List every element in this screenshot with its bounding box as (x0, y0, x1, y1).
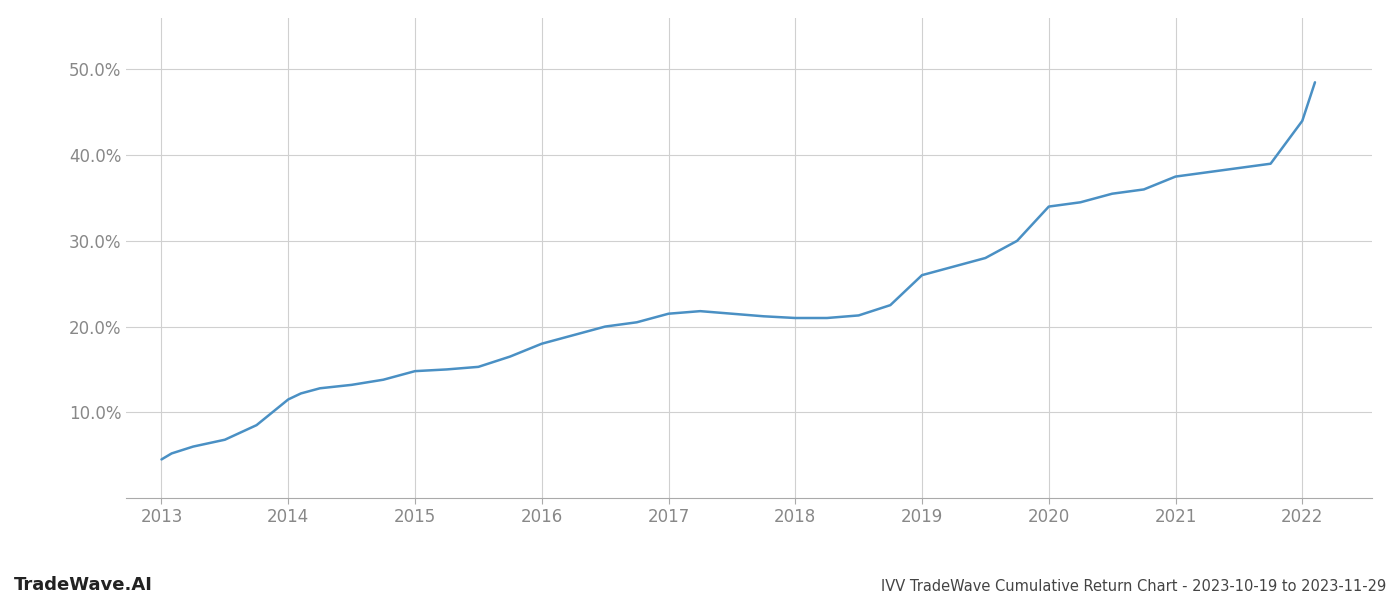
Text: IVV TradeWave Cumulative Return Chart - 2023-10-19 to 2023-11-29: IVV TradeWave Cumulative Return Chart - … (881, 579, 1386, 594)
Text: TradeWave.AI: TradeWave.AI (14, 576, 153, 594)
